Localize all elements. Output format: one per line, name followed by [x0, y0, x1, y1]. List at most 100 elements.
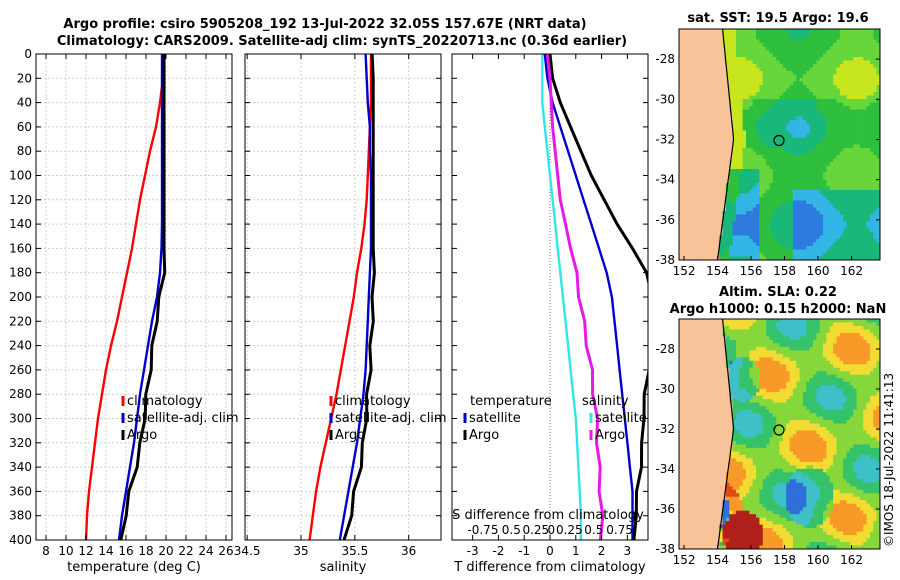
map-cell	[779, 32, 784, 37]
map-cell	[732, 74, 737, 79]
map-cell	[742, 246, 747, 250]
map-cell	[849, 71, 854, 75]
map-cell	[806, 183, 811, 187]
map-cell	[866, 179, 871, 184]
map-cell	[715, 134, 720, 138]
map-cell	[816, 106, 821, 110]
map-cell	[769, 134, 774, 138]
map-cell	[752, 336, 757, 341]
map-cell	[813, 322, 817, 327]
map-cell	[786, 141, 790, 145]
map-cell	[735, 193, 740, 198]
map-cell	[809, 53, 814, 58]
map-cell	[692, 239, 697, 243]
map-cell	[709, 325, 713, 330]
map-cell	[709, 319, 713, 323]
map-cell	[722, 186, 727, 191]
map-cell	[739, 239, 744, 243]
map-cell	[776, 190, 780, 194]
map-cell	[802, 169, 807, 173]
map-cell	[682, 239, 687, 243]
map-cell	[779, 183, 784, 187]
map-cell	[873, 214, 878, 219]
map-cell	[846, 239, 851, 243]
map-cell	[849, 85, 854, 89]
map-cell	[859, 71, 864, 75]
map-cell	[739, 43, 744, 47]
map-cell	[779, 172, 784, 177]
map-cell	[813, 339, 817, 344]
map-cell	[849, 249, 854, 254]
map-cell	[863, 158, 867, 163]
map-cell	[779, 158, 784, 163]
map-cell	[719, 116, 723, 121]
map-cell	[829, 53, 834, 58]
map-cell	[849, 46, 854, 51]
map-cell	[725, 207, 730, 212]
map-cell	[796, 193, 800, 198]
x-axis-label: T difference from climatology	[453, 560, 646, 575]
map-cell	[685, 53, 690, 58]
map-cell	[705, 81, 710, 86]
map-cell	[769, 172, 774, 177]
map-cell	[776, 81, 780, 86]
map-cell	[839, 120, 844, 124]
map-cell	[752, 141, 757, 145]
map-cell	[873, 211, 878, 215]
map-cell	[702, 183, 707, 187]
map-cell	[839, 36, 844, 40]
map-cell	[806, 165, 811, 170]
map-cell	[742, 92, 747, 96]
map-cell	[826, 179, 831, 184]
map-cell	[715, 60, 720, 65]
map-cell	[776, 214, 780, 219]
map-cell	[829, 350, 834, 355]
map-cell	[786, 67, 790, 72]
map-cell	[853, 109, 857, 114]
map-cell	[769, 74, 774, 79]
map-cell	[739, 102, 744, 107]
map-cell	[859, 190, 864, 194]
map-cell	[719, 148, 723, 152]
map-cell	[769, 246, 774, 250]
map-cell	[766, 235, 770, 240]
map-cell	[866, 123, 871, 128]
map-cell	[843, 235, 847, 240]
map-cell	[813, 232, 817, 236]
map-cell	[782, 113, 787, 117]
map-cell	[705, 74, 710, 79]
map-cell	[796, 350, 800, 355]
map-cell	[749, 109, 754, 114]
map-cell	[746, 36, 750, 40]
map-cell	[853, 85, 857, 89]
map-cell	[752, 39, 757, 44]
map-cell	[809, 336, 814, 341]
map-cell	[782, 78, 787, 82]
map-cell	[819, 127, 824, 131]
map-cell	[863, 123, 867, 128]
map-cell	[705, 106, 710, 110]
map-cell	[829, 169, 834, 173]
map-cell	[702, 78, 707, 82]
map-cell	[709, 235, 713, 240]
map-cell	[849, 239, 854, 243]
map-cell	[809, 249, 814, 254]
map-cell	[829, 155, 834, 159]
y-tick-label-5: 100	[9, 169, 32, 183]
map-cell	[836, 225, 841, 229]
map-cell	[786, 95, 790, 100]
map-cell	[752, 228, 757, 233]
map-cell	[729, 221, 733, 226]
map-cell	[725, 158, 730, 163]
map-cell	[792, 134, 797, 138]
map-cell	[699, 53, 703, 58]
map-cell	[816, 325, 821, 330]
map-cell	[809, 214, 814, 219]
map-cell	[695, 319, 700, 323]
map-cell	[739, 190, 744, 194]
map-cell	[779, 155, 784, 159]
map-cell	[823, 88, 827, 93]
map-cell	[853, 74, 857, 79]
map-cell	[695, 256, 700, 260]
map-cell	[749, 183, 754, 187]
